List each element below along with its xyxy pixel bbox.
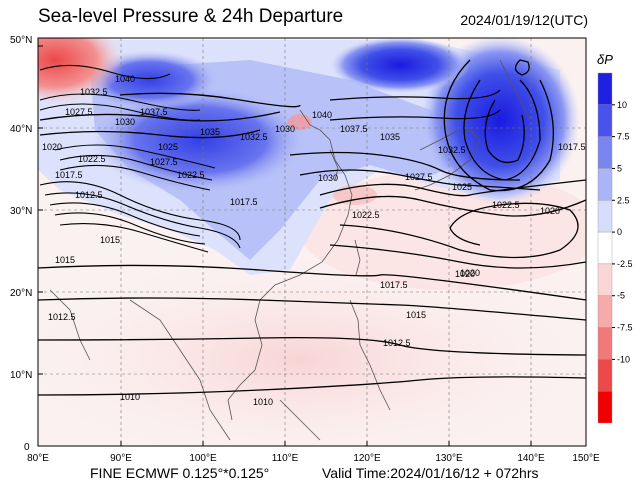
colorbar-title: δP [597,52,613,67]
colorbar-label: 7.5 [617,132,630,142]
lon-label-90e: 90°E [110,453,132,464]
isobar-label: 1020 [460,268,480,278]
lat-label-10n: 10°N [10,370,32,381]
colorbar-label: -5 [617,291,625,301]
coastlines [49,59,531,441]
isobar-label: 1017.5 [55,170,83,180]
isobar-label: 1022.5 [177,170,205,180]
isobar-label: 1022.5 [78,154,106,164]
isobar-label: 1017.5 [558,142,586,152]
colorbar-swatch [597,136,613,169]
isobar-label: 1015 [100,235,120,245]
colorbar-swatch [597,359,613,392]
isobars [38,59,586,396]
lat-label-0: 0 [24,442,30,453]
isobar-label: 1032.5 [438,145,466,155]
colorbar-swatch [597,390,613,424]
isobar-label: 1025 [158,142,178,152]
lon-label-110e: 110°E [272,453,299,464]
isobar-label: 1032.5 [80,87,108,97]
isobar-label: 1030 [275,124,295,134]
isobar-label: 1017.5 [380,280,408,290]
colorbar-label: 10 [617,100,627,110]
colorbar-swatch [597,104,613,137]
isobar-label: 1015 [406,310,426,320]
axis-ticks [37,45,532,447]
isobar-label: 1040 [115,74,135,84]
isobar-label: 1027.5 [150,157,178,167]
isobar-label: 1020 [455,269,475,279]
colorbar-swatch [597,72,613,106]
colorbar-label: -10 [617,354,630,364]
lat-lon-grid [38,38,586,446]
isobar-label: 1032.5 [240,132,268,142]
lat-label-40n: 40°N [10,124,32,135]
isobar-label: 1010 [253,397,273,407]
lon-label-80e: 80°E [27,453,49,464]
colorbar-label: -2.5 [617,259,633,269]
isobar-label: 1025 [452,182,472,192]
shading-layer [38,38,586,446]
colorbar-label: 5 [617,163,622,173]
lat-label-50n: 50°N [10,35,32,46]
colorbar-label: 2.5 [617,195,630,205]
colorbar: 10 7.5 5 2.5 0 -2.5 -5 -7.5 -10 [597,72,633,424]
timestamp: 2024/01/19/12(UTC) [460,12,588,28]
colorbar-swatch [597,200,613,233]
plot-frame [37,37,587,447]
isobar-label: 1022.5 [352,210,380,220]
isobar-label: 1020 [540,206,560,216]
isobar-label: 1012.5 [75,190,103,200]
colorbar-label: 0 [617,227,622,237]
isobar-label: 1037.5 [340,124,368,134]
colorbar-swatch [597,168,613,201]
model-info: FINE ECMWF 0.125°*0.125° [90,465,270,481]
isobar-label: 1030 [318,173,338,183]
lat-label-30n: 30°N [10,206,32,217]
isobar-label: 1012.5 [48,312,76,322]
isobar-label: 1035 [200,127,220,137]
isobar-labels: 1040 1032.5 1027.5 1037.5 1030 1020 1022… [42,74,586,407]
colorbar-swatch [597,327,613,360]
valid-time: Valid Time:2024/01/16/12 + 072hrs [322,465,539,481]
lon-label-130e: 130°E [435,453,463,464]
isobar-label: 1022.5 [492,200,520,210]
page-title: Sea-level Pressure & 24h Departure [38,6,344,27]
isobar-label: 1015 [55,255,75,265]
lon-label-140e: 140°E [517,453,545,464]
colorbar-swatch [597,295,613,328]
isobar-label: 1012.5 [383,338,411,348]
lon-label-120e: 120°E [353,453,381,464]
isobar-label: 1035 [380,132,400,142]
isobar-label: 1037.5 [140,107,168,117]
lon-labels: 80°E 90°E 100°E 110°E 120°E 130°E 140°E … [27,453,600,464]
isobar-label: 1020 [42,142,62,152]
isobar-label: 1030 [115,117,135,127]
isobar-label: 1010 [120,392,140,402]
colorbar-label: -7.5 [617,323,633,333]
colorbar-swatch [597,263,613,296]
lat-label-20n: 20°N [10,288,32,299]
isobar-label: 1027.5 [65,107,93,117]
isobar-label: 1040 [312,110,332,120]
lat-labels: 50°N 40°N 30°N 20°N 10°N 0 [10,35,32,453]
lon-label-100e: 100°E [189,453,217,464]
lon-label-150e: 150°E [572,453,600,464]
isobar-label: 1027.5 [405,172,433,182]
isobar-label: 1017.5 [230,197,258,207]
colorbar-swatch [597,231,613,265]
